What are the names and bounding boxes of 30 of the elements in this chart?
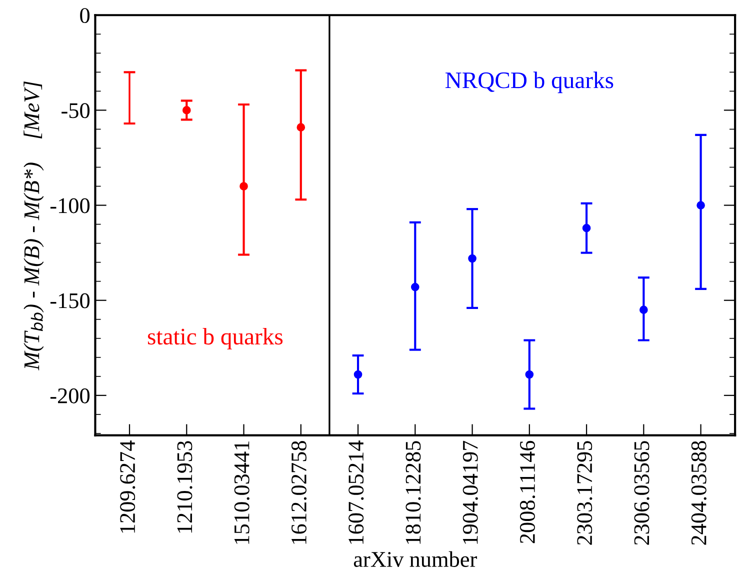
point (582, 224, 591, 232)
y-tick-label: -50 (62, 103, 90, 118)
x-tick-label: 1607.05214 (348, 440, 364, 544)
x-tick-label: 2404.03588 (691, 441, 706, 545)
point (182, 106, 191, 114)
y-tick-label: -200 (50, 388, 90, 404)
point (468, 254, 476, 263)
point (525, 370, 534, 379)
y-tick-label: 0 (80, 8, 90, 24)
x-tick-label: 2306.03565 (634, 441, 650, 545)
x-tick-label: 1210.1953 (177, 441, 192, 533)
x-tick-label: 1209.6274 (120, 440, 136, 533)
annotation: static b quarks (148, 328, 283, 350)
y-tick-label: -150 (50, 293, 90, 308)
point (354, 370, 362, 379)
x-tick-label: 2008.11146 (520, 440, 536, 544)
x-tick-label: 1612.02758 (291, 441, 307, 544)
point (410, 282, 420, 292)
x-tick-label: 1904.04197 (462, 440, 478, 544)
x-tick-label: 1810.12285 (406, 441, 421, 544)
x-tick-label: 1510.03441 (234, 442, 250, 544)
point (240, 182, 248, 190)
point (696, 201, 705, 210)
y-tick-label: -100 (50, 198, 90, 214)
annotation: NRQCD b quarks (445, 72, 614, 94)
x-tick-label: 2303.17295 (577, 441, 592, 545)
point (296, 123, 306, 132)
point (640, 306, 648, 314)
y-axis-title: M(T$_{bb}$) - M(B) - M(B*) [MeV] (24, 82, 44, 370)
x-axis-title: arXiv number (354, 551, 477, 567)
